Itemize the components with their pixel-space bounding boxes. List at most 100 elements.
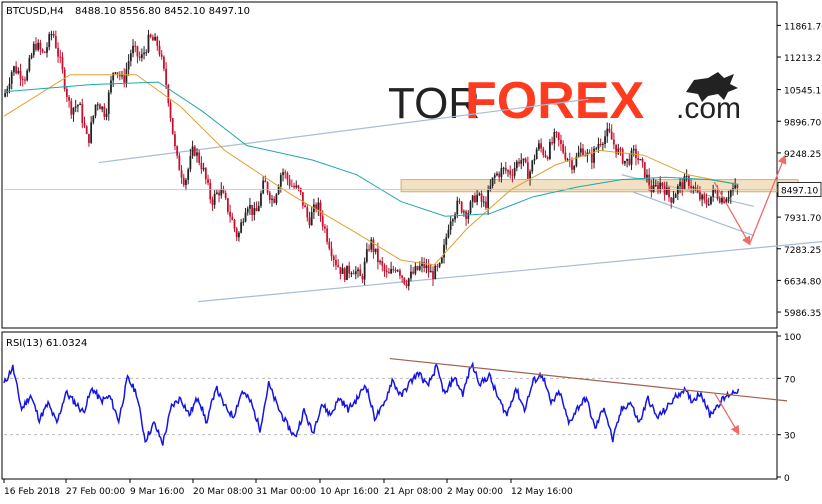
- candle-body: [518, 161, 520, 164]
- candle-body: [425, 265, 428, 269]
- candle-body: [685, 176, 688, 178]
- candle-body: [171, 118, 174, 135]
- candle-body: [676, 186, 679, 195]
- candle-body: [167, 84, 170, 104]
- candle-body: [597, 143, 600, 149]
- candle-body: [140, 54, 143, 58]
- time-axis-label: 21 Apr 08:00: [384, 487, 443, 497]
- candle-body: [15, 66, 18, 74]
- candle-body: [458, 200, 461, 202]
- candle-body: [637, 158, 640, 161]
- candle-body: [405, 284, 408, 287]
- candle-body: [632, 148, 635, 151]
- candle-body: [383, 265, 386, 271]
- candle-body: [94, 104, 97, 116]
- candle-body: [354, 271, 357, 275]
- candle-body: [151, 36, 154, 41]
- candle-body: [582, 148, 584, 156]
- candle-body: [529, 171, 531, 179]
- candle-body: [273, 198, 276, 203]
- candle-body: [710, 196, 712, 205]
- candle-body: [83, 123, 86, 127]
- candle-body: [54, 36, 57, 48]
- candle-body: [231, 216, 234, 220]
- candle-body: [421, 262, 423, 267]
- rsi-axis-label: 30: [784, 432, 796, 442]
- time-axis-label: 16 Feb 2018: [4, 487, 60, 497]
- candle-body: [282, 172, 284, 175]
- price-panel-frame: [1, 1, 778, 329]
- candle-body: [641, 159, 644, 163]
- candle-body: [211, 199, 214, 205]
- candle-body: [432, 270, 434, 279]
- candle-body: [255, 208, 258, 212]
- candle-body: [646, 174, 648, 178]
- candle-body: [28, 58, 31, 71]
- candle-body: [359, 269, 362, 277]
- time-axis-label: 10 Apr 16:00: [320, 487, 379, 497]
- candle-body: [127, 61, 130, 70]
- candle-body: [50, 33, 53, 35]
- candle-body: [692, 187, 695, 189]
- candle-body: [427, 265, 430, 273]
- candle-body: [72, 107, 75, 115]
- candle-body: [399, 270, 401, 276]
- candle-body: [4, 93, 7, 97]
- candle-body: [443, 244, 445, 258]
- candle-body: [727, 197, 730, 200]
- candle-body: [729, 190, 732, 198]
- candle-body: [670, 197, 673, 203]
- candle-body: [440, 257, 443, 264]
- candle-body: [306, 207, 309, 218]
- candle-body: [560, 139, 562, 145]
- logo-part3: .com: [676, 92, 741, 125]
- rsi-line: [3, 361, 740, 446]
- candle-body: [414, 266, 417, 274]
- candle-body: [244, 212, 247, 222]
- time-axis-label: 2 May 00:00: [447, 487, 503, 497]
- candle-body: [112, 72, 115, 81]
- candle-body: [185, 179, 187, 186]
- candle-body: [233, 219, 236, 229]
- candle-body: [198, 152, 201, 163]
- candle-body: [143, 52, 145, 55]
- candle-body: [39, 42, 42, 50]
- time-axis-label: 12 May 16:00: [511, 487, 573, 497]
- candle-body: [132, 45, 134, 54]
- candle-body: [451, 219, 454, 222]
- candle-body: [416, 266, 419, 270]
- rsi-axis-label: 100: [784, 333, 801, 343]
- time-axis-label: 31 Mar 00:00: [256, 487, 316, 497]
- candle-body: [537, 143, 540, 150]
- candle-body: [460, 201, 463, 213]
- candle-body: [209, 182, 212, 200]
- candle-body: [652, 185, 655, 193]
- candle-body: [619, 148, 622, 150]
- candle-body: [257, 205, 260, 212]
- candle-body: [696, 190, 699, 193]
- candle-body: [707, 204, 710, 206]
- candle-body: [76, 105, 79, 107]
- candle-body: [690, 185, 692, 189]
- candle-body: [630, 150, 633, 165]
- candle-body: [204, 168, 207, 180]
- candle-body: [734, 185, 737, 189]
- candle-body: [564, 152, 567, 160]
- candle-body: [271, 198, 273, 200]
- candle-body: [21, 78, 24, 80]
- rsi-forecast-arrow: [713, 392, 740, 435]
- candle-body: [235, 228, 238, 238]
- candle-body: [189, 155, 192, 170]
- candle-body: [535, 149, 538, 160]
- candle-body: [125, 69, 128, 83]
- candle-body: [229, 211, 231, 217]
- candle-body: [368, 249, 370, 251]
- candle-body: [434, 265, 437, 279]
- candle-body: [407, 278, 410, 287]
- candle-body: [601, 143, 604, 145]
- candle-body: [542, 148, 545, 155]
- candle-body: [590, 153, 593, 163]
- candle-body: [286, 173, 289, 180]
- candle-body: [52, 33, 55, 37]
- candle-body: [103, 106, 106, 117]
